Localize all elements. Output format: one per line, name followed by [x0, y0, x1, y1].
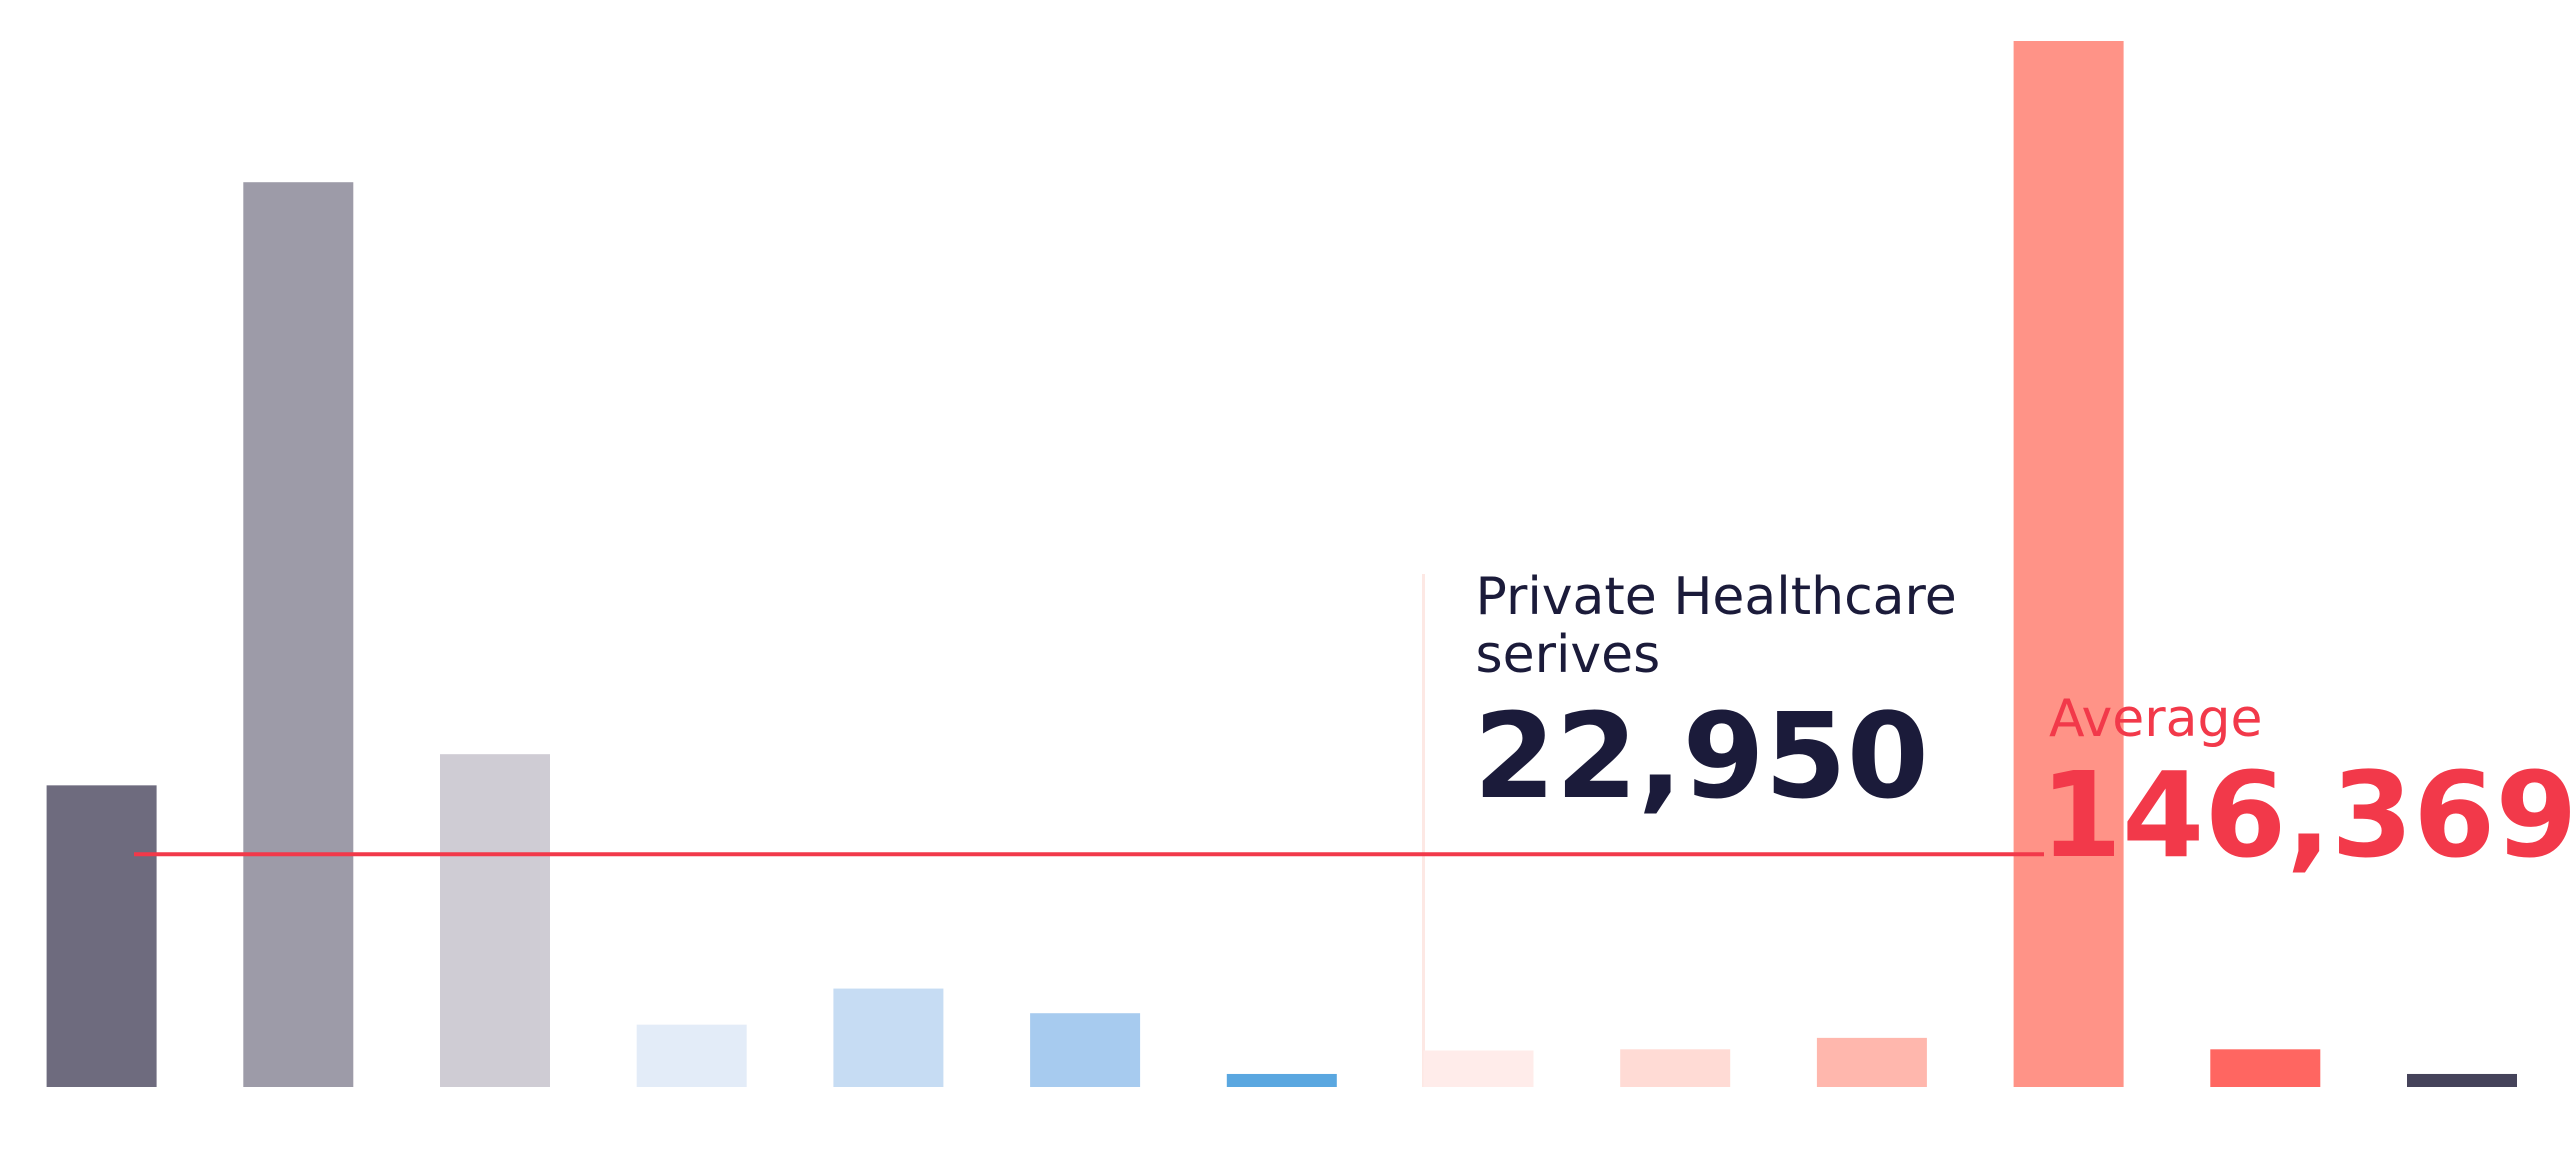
average-value: 146,369 [2040, 746, 2570, 884]
bar [440, 754, 550, 1087]
bar [243, 182, 354, 1088]
bar [46, 785, 157, 1087]
bar [2013, 41, 2124, 1087]
bar [2407, 1073, 2517, 1087]
bar [2210, 1049, 2321, 1087]
bar [833, 988, 944, 1087]
value-label: 22,950 [1474, 687, 1929, 825]
bar [1226, 1073, 1337, 1087]
annotation-label: Private Healthcare [1476, 567, 1957, 627]
bar [1423, 1050, 1534, 1087]
bar [636, 1024, 747, 1087]
bar [1030, 1013, 1141, 1087]
average-label: Average [2049, 689, 2263, 749]
annotation-label: serives [1476, 625, 1661, 685]
bar [1620, 1049, 1731, 1087]
bar [1816, 1037, 1927, 1087]
